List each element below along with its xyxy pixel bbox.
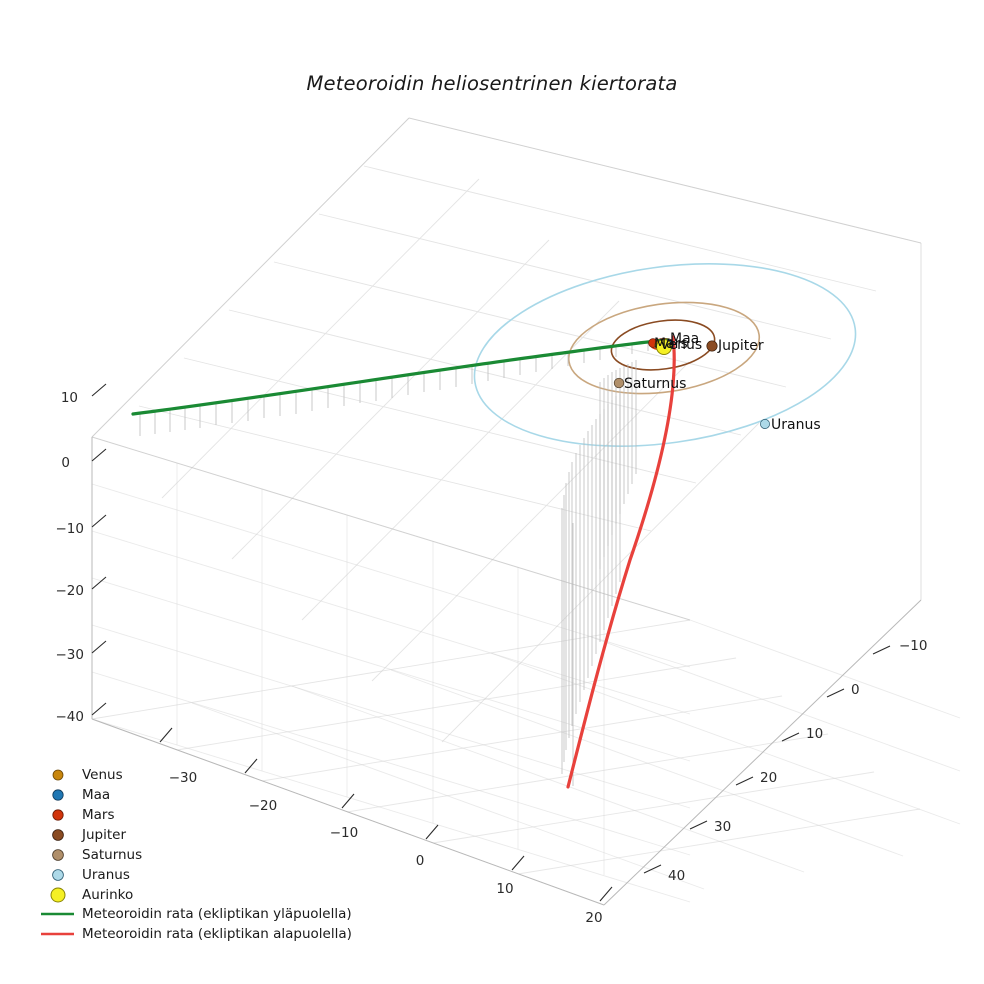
legend-entry-maa[interactable]: Maa [52, 787, 110, 803]
z-tick-label: −30 [56, 647, 85, 663]
z-tick-label: 0 [61, 455, 70, 471]
planet-labels: Mars Venus Maa Jupiter Saturnus Uranus [624, 331, 821, 433]
y-tick-label: −10 [899, 638, 928, 654]
trajectory-below-ecliptic [566, 335, 676, 789]
label-mars: Mars [654, 336, 688, 352]
marker-jupiter [706, 340, 718, 352]
marker-aurinko [656, 339, 672, 355]
y-axis-ticks: −10 0 10 20 30 40 [643, 638, 928, 884]
marker-uranus [760, 419, 770, 429]
orbit-saturnus [567, 301, 761, 395]
trajectory-above-ecliptic [131, 338, 670, 416]
legend-entry-uranus[interactable]: Uranus [52, 867, 130, 883]
x-axis-spine [91, 718, 605, 906]
y-tick-label: 40 [668, 868, 685, 884]
legend-marker-venus-icon [52, 769, 64, 781]
legend-label-venus: Venus [82, 767, 123, 783]
axis-spines [91, 117, 922, 906]
z-tick-label: −40 [56, 709, 85, 725]
legend-marker-uranus-icon [52, 869, 64, 881]
y-tick-label: 30 [714, 819, 731, 835]
legend-entry-track-above[interactable]: Meteoroidin rata (ekliptikan yläpuolella… [41, 906, 352, 922]
x-tick-label: 20 [585, 910, 602, 926]
z-tick-label: 10 [61, 390, 78, 406]
legend-label-jupiter: Jupiter [81, 827, 126, 843]
legend-label-maa: Maa [82, 787, 110, 803]
legend-entry-venus[interactable]: Venus [52, 767, 123, 783]
legend: Venus Maa Mars Jupiter Saturnus Uranus [41, 767, 352, 942]
legend-marker-aurinko-icon [50, 887, 66, 903]
marker-saturnus [613, 377, 625, 389]
legend-label-saturnus: Saturnus [82, 847, 142, 863]
axes-panes [92, 118, 921, 905]
y-axis-spine [603, 599, 922, 906]
legend-entry-jupiter[interactable]: Jupiter [52, 827, 127, 843]
x-axis-ticks: −30 −20 −10 0 10 20 [159, 727, 613, 926]
label-uranus: Uranus [771, 417, 821, 433]
legend-entry-track-below[interactable]: Meteoroidin rata (ekliptikan alapuolella… [41, 926, 352, 942]
orbit-uranus [473, 263, 857, 447]
z-axis-ticks: 10 0 −10 −20 −30 −40 [56, 383, 107, 725]
label-maa: Maa [670, 331, 699, 347]
legend-marker-maa-icon [52, 789, 64, 801]
x-tick-label: −20 [249, 798, 278, 814]
pane-floor [92, 600, 921, 905]
legend-label-mars: Mars [82, 807, 115, 823]
x-tick-label: −30 [169, 770, 198, 786]
legend-entry-saturnus[interactable]: Saturnus [52, 847, 143, 863]
y-tick-label: 20 [760, 770, 777, 786]
stems-below-ecliptic [561, 360, 637, 786]
x-tick-label: 0 [416, 853, 425, 869]
z-tick-label: −10 [56, 521, 85, 537]
legend-marker-jupiter-icon [52, 829, 64, 841]
x-tick-label: −10 [330, 825, 359, 841]
label-saturnus: Saturnus [624, 376, 686, 392]
orbit-jupiter [610, 319, 716, 371]
legend-entry-aurinko[interactable]: Aurinko [50, 887, 133, 903]
y-tick-label: 10 [806, 726, 823, 742]
legend-label-track-above: Meteoroidin rata (ekliptikan yläpuolella… [82, 906, 352, 922]
label-jupiter: Jupiter [717, 338, 764, 354]
legend-label-uranus: Uranus [82, 867, 130, 883]
legend-label-track-below: Meteoroidin rata (ekliptikan alapuolella… [82, 926, 352, 942]
legend-entry-mars[interactable]: Mars [52, 807, 115, 823]
y-tick-label: 0 [851, 682, 860, 698]
x-tick-label: 10 [496, 881, 513, 897]
stems-above-ecliptic [139, 342, 649, 436]
planet-markers [613, 338, 770, 429]
z-tick-label: −20 [56, 583, 85, 599]
legend-label-aurinko: Aurinko [82, 887, 133, 903]
legend-marker-saturnus-icon [52, 849, 64, 861]
grid-back-pane [91, 117, 922, 743]
chart-title: Meteoroidin heliosentrinen kiertorata [306, 72, 678, 95]
pane-back [92, 118, 921, 620]
label-venus: Venus [660, 337, 702, 353]
legend-marker-mars-icon [52, 809, 64, 821]
